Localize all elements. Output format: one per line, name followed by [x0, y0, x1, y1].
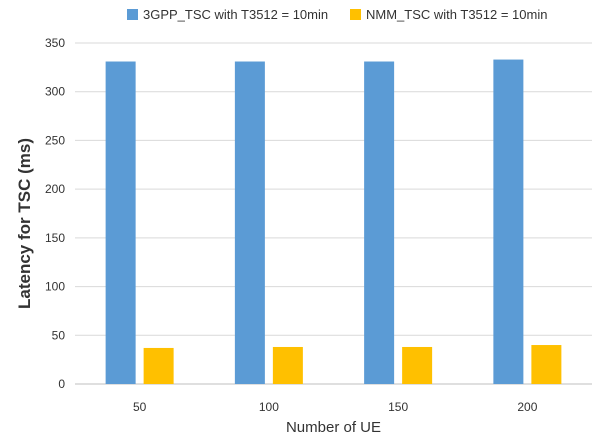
x-axis-ticks: 50 100 150 200: [133, 400, 538, 414]
legend: 3GPP_TSC with T3512 = 10min NMM_TSC with …: [127, 7, 547, 22]
y-tick-label: 250: [45, 133, 65, 147]
bar-series2-50: [143, 347, 174, 384]
y-tick-label: 150: [45, 231, 65, 245]
legend-swatch: [127, 9, 138, 20]
x-tick-label: 200: [517, 400, 537, 414]
y-tick-label: 0: [58, 377, 65, 391]
y-tick-label: 200: [45, 182, 65, 196]
y-axis-title: Latency for TSC (ms): [15, 138, 34, 309]
legend-swatch: [350, 9, 361, 20]
y-tick-label: 100: [45, 280, 65, 294]
bar-series1-50: [105, 61, 136, 385]
legend-label: 3GPP_TSC with T3512 = 10min: [143, 7, 328, 22]
bar-series2-100: [272, 346, 303, 384]
x-tick-label: 50: [133, 400, 147, 414]
y-tick-label: 300: [45, 85, 65, 99]
bars: [105, 59, 562, 385]
bar-series2-150: [402, 346, 433, 384]
bar-series2-200: [531, 345, 562, 384]
legend-label: NMM_TSC with T3512 = 10min: [366, 7, 547, 22]
y-tick-label: 50: [52, 328, 66, 342]
y-axis-ticks: 0 50 100 150 200 250 300 350: [45, 36, 65, 391]
y-tick-label: 350: [45, 36, 65, 50]
bar-series1-150: [364, 61, 395, 385]
bar-series1-200: [493, 59, 524, 384]
x-tick-label: 150: [388, 400, 408, 414]
gridlines: [75, 42, 592, 385]
bar-series1-100: [234, 61, 265, 385]
x-axis-title: Number of UE: [286, 419, 381, 436]
x-tick-label: 100: [259, 400, 279, 414]
